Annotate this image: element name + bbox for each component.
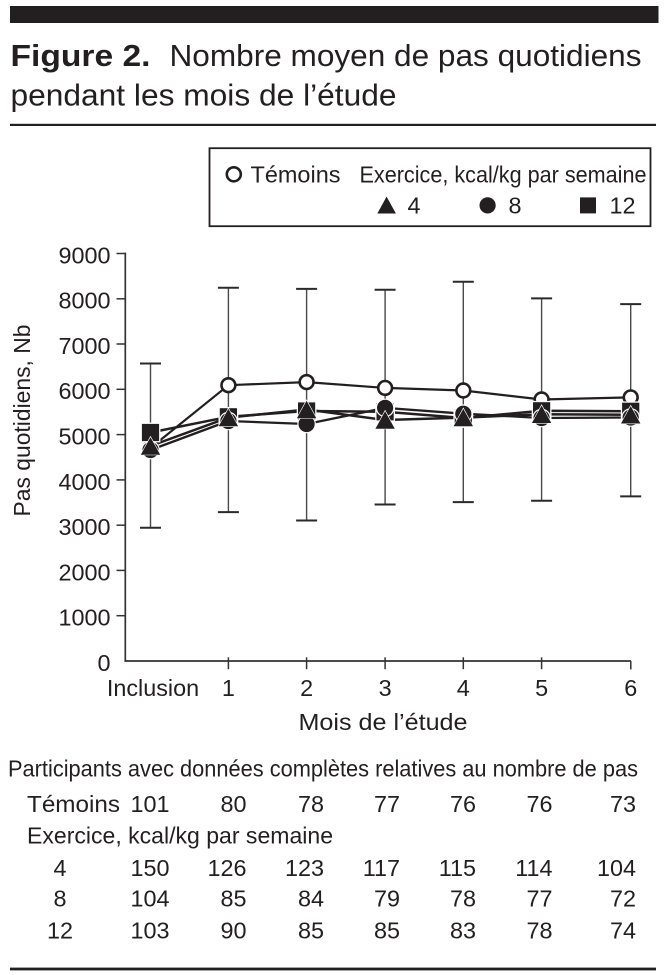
svg-text:114: 114 bbox=[515, 855, 552, 881]
svg-text:72: 72 bbox=[610, 886, 636, 912]
svg-text:104: 104 bbox=[130, 886, 169, 912]
svg-text:4: 4 bbox=[53, 855, 66, 881]
svg-text:Témoins: Témoins bbox=[27, 791, 120, 817]
svg-text:7000: 7000 bbox=[58, 333, 110, 359]
svg-text:103: 103 bbox=[130, 917, 169, 943]
svg-text:73: 73 bbox=[610, 791, 636, 817]
svg-text:79: 79 bbox=[374, 886, 400, 912]
svg-text:150: 150 bbox=[130, 855, 169, 881]
svg-text:3: 3 bbox=[379, 675, 392, 701]
svg-text:126: 126 bbox=[207, 855, 246, 881]
svg-text:3000: 3000 bbox=[58, 514, 110, 540]
svg-text:Mois de l’étude: Mois de l’étude bbox=[299, 709, 468, 735]
svg-text:1000: 1000 bbox=[58, 605, 110, 631]
svg-text:Pas quotidiens, Nb: Pas quotidiens, Nb bbox=[9, 325, 35, 517]
svg-text:76: 76 bbox=[526, 791, 552, 817]
svg-text:1: 1 bbox=[222, 675, 235, 701]
svg-text:2: 2 bbox=[300, 675, 313, 701]
svg-text:Figure 2.: Figure 2. bbox=[11, 38, 151, 73]
svg-text:90: 90 bbox=[220, 917, 246, 943]
svg-text:85: 85 bbox=[220, 886, 246, 912]
svg-text:77: 77 bbox=[526, 886, 552, 912]
svg-text:6000: 6000 bbox=[58, 378, 110, 404]
svg-text:12: 12 bbox=[610, 193, 636, 219]
svg-text:4: 4 bbox=[457, 675, 470, 701]
svg-text:Exercice, kcal/kg par semaine: Exercice, kcal/kg par semaine bbox=[360, 161, 647, 187]
svg-text:117: 117 bbox=[363, 855, 400, 881]
svg-text:85: 85 bbox=[374, 917, 400, 943]
svg-text:8: 8 bbox=[53, 886, 66, 912]
svg-text:77: 77 bbox=[374, 791, 400, 817]
svg-text:115: 115 bbox=[439, 855, 476, 881]
svg-text:101: 101 bbox=[130, 791, 169, 817]
svg-text:9000: 9000 bbox=[58, 242, 110, 268]
svg-text:123: 123 bbox=[285, 855, 324, 881]
svg-text:84: 84 bbox=[298, 886, 324, 912]
svg-text:12: 12 bbox=[47, 917, 73, 943]
svg-text:Participants avec données comp: Participants avec données complètes rela… bbox=[8, 756, 638, 782]
svg-text:83: 83 bbox=[450, 917, 476, 943]
svg-text:Inclusion: Inclusion bbox=[107, 675, 199, 701]
svg-text:Témoins: Témoins bbox=[251, 161, 341, 187]
svg-text:Exercice, kcal/kg par semaine: Exercice, kcal/kg par semaine bbox=[27, 823, 333, 849]
svg-text:80: 80 bbox=[220, 791, 246, 817]
svg-text:Nombre moyen de pas quotidiens: Nombre moyen de pas quotidiens bbox=[170, 38, 642, 73]
svg-text:0: 0 bbox=[97, 650, 110, 676]
svg-text:pendant les mois de l’étude: pendant les mois de l’étude bbox=[11, 78, 397, 113]
svg-text:5: 5 bbox=[535, 675, 548, 701]
svg-text:78: 78 bbox=[298, 791, 324, 817]
svg-text:76: 76 bbox=[450, 791, 476, 817]
svg-text:78: 78 bbox=[450, 886, 476, 912]
svg-text:4000: 4000 bbox=[58, 469, 110, 495]
svg-text:8: 8 bbox=[509, 193, 522, 219]
svg-text:6: 6 bbox=[624, 675, 637, 701]
svg-text:2000: 2000 bbox=[58, 559, 110, 585]
svg-text:8000: 8000 bbox=[58, 288, 110, 314]
svg-text:104: 104 bbox=[597, 855, 636, 881]
svg-text:5000: 5000 bbox=[58, 424, 110, 450]
svg-text:74: 74 bbox=[610, 917, 636, 943]
svg-text:4: 4 bbox=[408, 193, 421, 219]
svg-text:85: 85 bbox=[298, 917, 324, 943]
svg-text:78: 78 bbox=[526, 917, 552, 943]
